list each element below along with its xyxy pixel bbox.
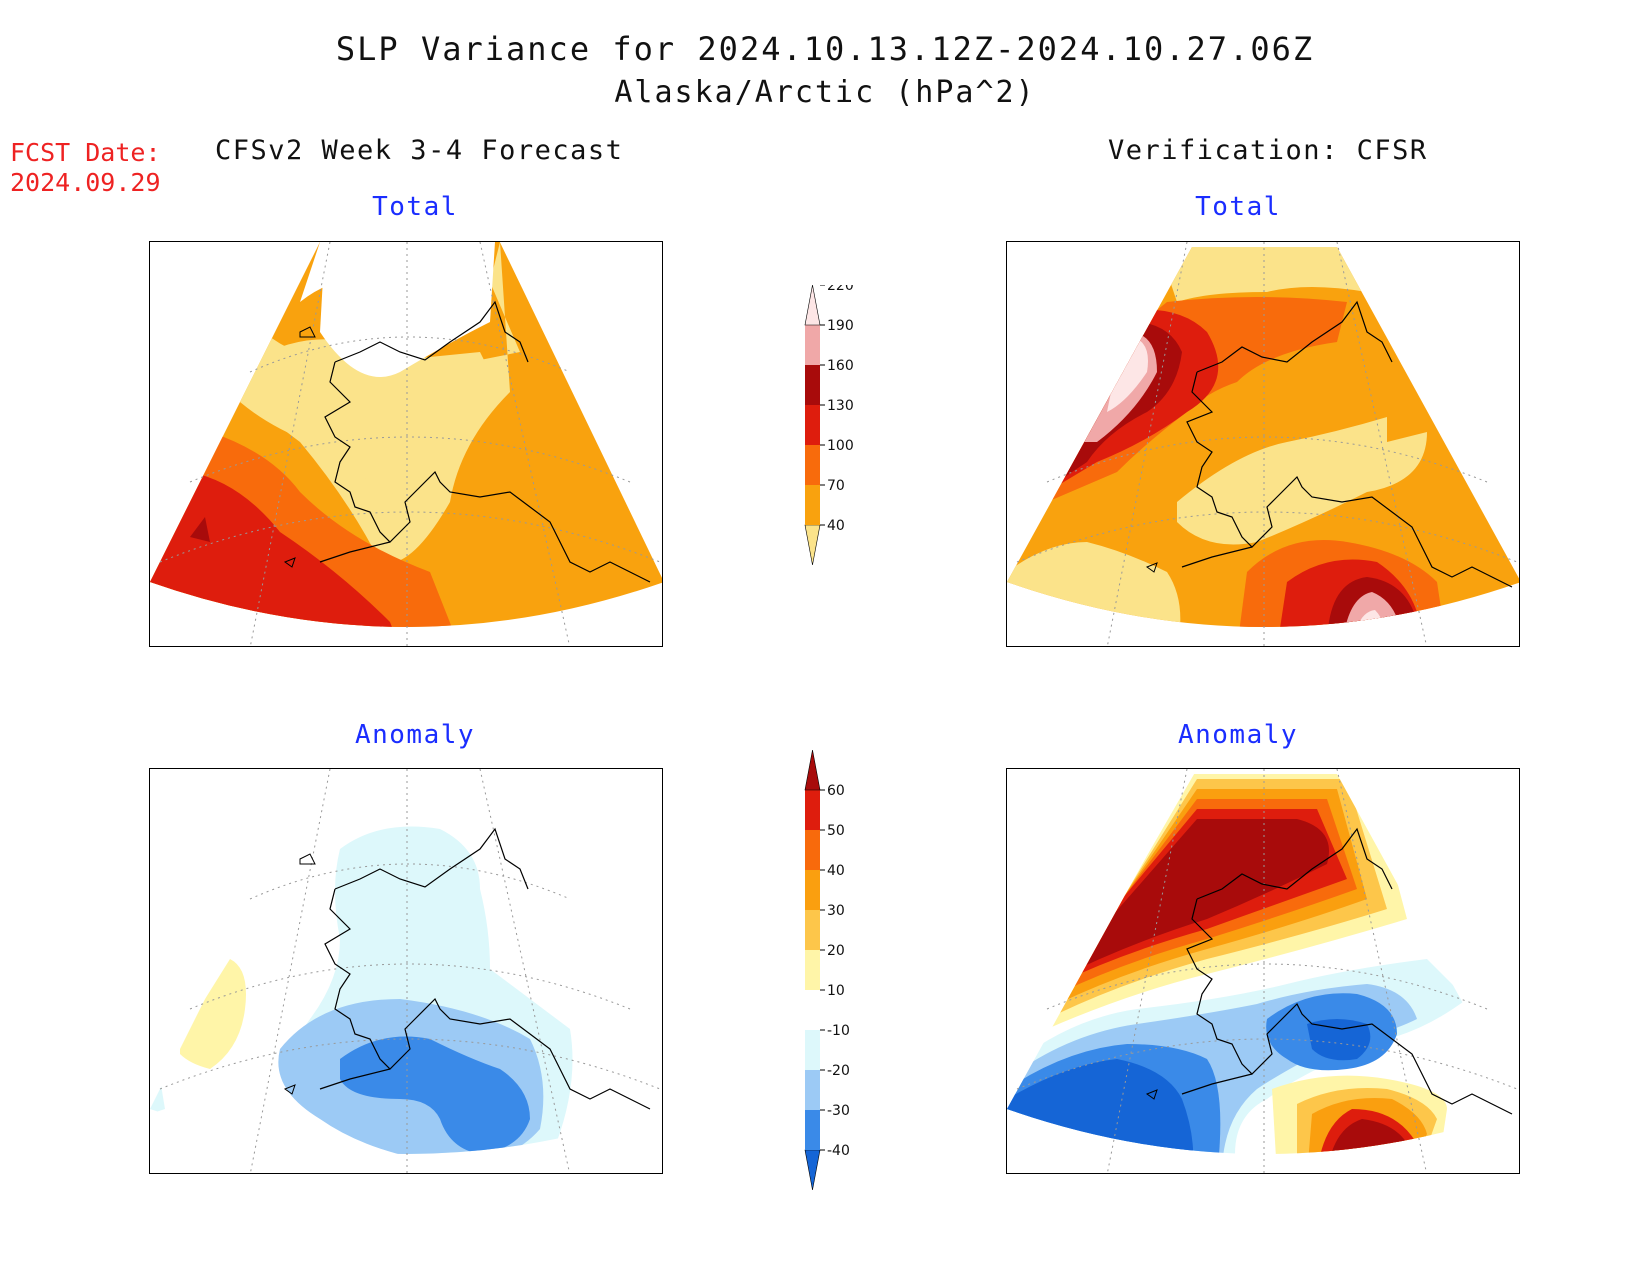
map-forecast-anomaly: [149, 768, 663, 1174]
panel-title-verification-anomaly: Anomaly: [1177, 720, 1299, 750]
colorbar-anomaly-tick-label: -10: [827, 1023, 850, 1039]
map-verification-anomaly: [1006, 768, 1520, 1174]
colorbar-anomaly-tick-label: 50: [827, 823, 845, 839]
panel-title-verification-total: Total: [1195, 192, 1281, 222]
colorbar-anomaly-tick-label: 60: [827, 783, 845, 799]
colorbar-total-segment: [805, 485, 820, 525]
colorbar-total-tick-label: 160: [827, 358, 854, 374]
colorbar-total-segment: [804, 284, 821, 326]
colorbar-anomaly-segment: [805, 1070, 820, 1110]
colorbar-total-tick-label: 100: [827, 438, 854, 454]
colorbar-total: 40 70 100 130 160 190 220: [800, 278, 880, 615]
colorbar-anomaly-segment: [805, 950, 820, 990]
colorbar-anomaly-graphic: -40 -30 -20 -10 10 20 30 40 50 60: [804, 749, 850, 1191]
chart-subtitle: Alaska/Arctic (hPa^2): [614, 75, 1036, 110]
colorbar-anomaly-tick-label: -30: [827, 1103, 850, 1119]
colorbar-anomaly-tick-label: 30: [827, 903, 845, 919]
panel-title-forecast-anomaly: Anomaly: [354, 720, 476, 750]
colorbar-total-tick-label: 130: [827, 398, 854, 414]
colorbar-total-segment: [805, 405, 820, 445]
map-verification-total: [1006, 241, 1520, 647]
colorbar-anomaly-segment: [805, 870, 820, 910]
colorbar-total-segment: [805, 445, 820, 485]
map-forecast-total: [149, 241, 663, 647]
colorbar-anomaly-tick-label: -20: [827, 1063, 850, 1079]
colorbar-anomaly-segment: [805, 1030, 820, 1070]
colorbar-anomaly-segment: [805, 910, 820, 950]
verification-heading: Verification: CFSR: [1108, 135, 1428, 166]
colorbar-anomaly-tick-label: 20: [827, 943, 845, 959]
colorbar-anomaly-segment: [805, 830, 820, 870]
colorbar-anomaly: -40 -30 -20 -10 10 20 30 40 50 60: [800, 749, 880, 1200]
colorbar-total-segment: [805, 325, 820, 365]
colorbar-anomaly-segment: [804, 749, 821, 791]
chart-title: SLP Variance for 2024.10.13.12Z-2024.10.…: [335, 30, 1315, 68]
colorbar-anomaly-segment: [804, 1149, 821, 1191]
colorbar-anomaly-tick-label: 10: [827, 983, 845, 999]
forecast-heading: CFSv2 Week 3-4 Forecast: [215, 135, 624, 166]
colorbar-anomaly-tick-label: 40: [827, 863, 845, 879]
fcst-date-label: FCST Date:: [10, 138, 161, 167]
colorbar-total-tick-label: 220: [827, 285, 854, 294]
colorbar-total-tick-label: 70: [827, 478, 845, 494]
panel-title-forecast-total: Total: [372, 192, 458, 222]
fcst-date-value: 2024.09.29: [10, 168, 161, 197]
colorbar-anomaly-segment: [805, 990, 820, 1030]
colorbar-total-segment: [805, 365, 820, 405]
colorbar-total-graphic: 40 70 100 130 160 190 220: [804, 278, 854, 566]
colorbar-anomaly-tick-label: -40: [827, 1143, 850, 1159]
colorbar-total-tick-label: 40: [827, 518, 845, 534]
colorbar-total-tick-label: 190: [827, 318, 854, 334]
colorbar-anomaly-segment: [805, 790, 820, 830]
colorbar-anomaly-segment: [805, 1110, 820, 1150]
colorbar-total-segment: [804, 524, 821, 566]
fcst-date-block: FCST Date: 2024.09.29: [10, 138, 161, 198]
